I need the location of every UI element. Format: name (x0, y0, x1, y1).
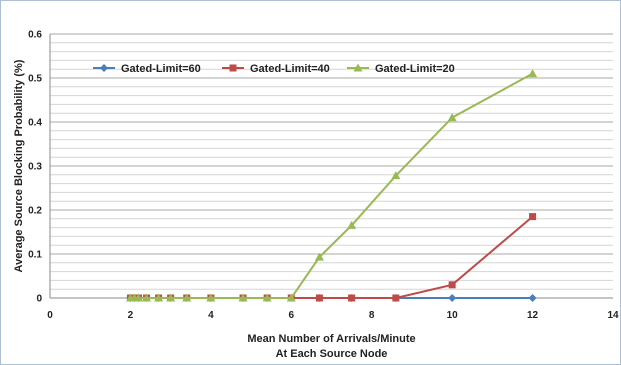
data-point-diamond (100, 64, 108, 72)
x-tick-label: 6 (289, 310, 295, 321)
data-point-square (315, 294, 323, 302)
data-point-triangle (447, 113, 457, 122)
x-axis-title-line-1: Mean Number of Arrivals/Minute (247, 333, 415, 345)
data-point-triangle (142, 293, 152, 302)
data-point-square (348, 294, 356, 302)
data-point-triangle (528, 69, 538, 78)
data-point-triangle (391, 171, 401, 180)
series-group (125, 69, 538, 302)
data-point-triangle (154, 293, 164, 302)
data-point-triangle (314, 252, 324, 261)
data-point-square (392, 294, 400, 302)
x-axis-title-line-2: At Each Source Node (276, 348, 388, 360)
y-axis-title: Average Source Blocking Probability (%) (13, 59, 25, 272)
x-tick-label: 4 (208, 310, 214, 321)
data-point-triangle (166, 293, 176, 302)
legend-item: Gated-Limit=20 (347, 63, 455, 75)
x-tick-label: 10 (447, 310, 459, 321)
data-point-triangle (347, 220, 357, 229)
series-2 (126, 213, 537, 302)
y-tick-label: 0.3 (28, 162, 42, 173)
grid (50, 33, 613, 299)
data-point-square (529, 213, 537, 221)
data-point-triangle (353, 63, 363, 72)
data-point-diamond (528, 294, 537, 302)
y-tick-label: 0.1 (28, 250, 42, 261)
legend-label: Gated-Limit=40 (250, 63, 330, 75)
series-3 (125, 69, 538, 302)
data-point-triangle (206, 293, 216, 302)
series-line (130, 72, 534, 299)
data-point-triangle (286, 293, 296, 302)
series-line (130, 215, 534, 299)
x-tick-label: 2 (128, 310, 134, 321)
legend-item: Gated-Limit=40 (222, 63, 330, 75)
data-point-square (448, 281, 456, 289)
x-tick-label: 8 (369, 310, 375, 321)
legend: Gated-Limit=60 Gated-Limit=40 Gated-Limit=… (93, 63, 455, 75)
data-point-triangle (133, 293, 143, 302)
data-point-square (229, 64, 237, 72)
y-tick-label: 0.2 (28, 206, 42, 217)
data-point-triangle (262, 293, 272, 302)
y-tick-label: 0.5 (28, 74, 42, 85)
x-tick-label: 0 (47, 310, 53, 321)
legend-item: Gated-Limit=60 (93, 63, 201, 75)
y-tick-label: 0.6 (28, 30, 42, 41)
y-tick-label: 0.4 (28, 118, 42, 129)
data-point-triangle (182, 293, 192, 302)
data-point-triangle (238, 293, 248, 302)
x-tick-label: 14 (607, 310, 619, 321)
legend-label: Gated-Limit=20 (375, 63, 455, 75)
data-point-diamond (448, 294, 457, 302)
x-tick-label: 12 (527, 310, 539, 321)
legend-label: Gated-Limit=60 (121, 63, 201, 75)
y-tick-label: 0 (36, 294, 42, 305)
